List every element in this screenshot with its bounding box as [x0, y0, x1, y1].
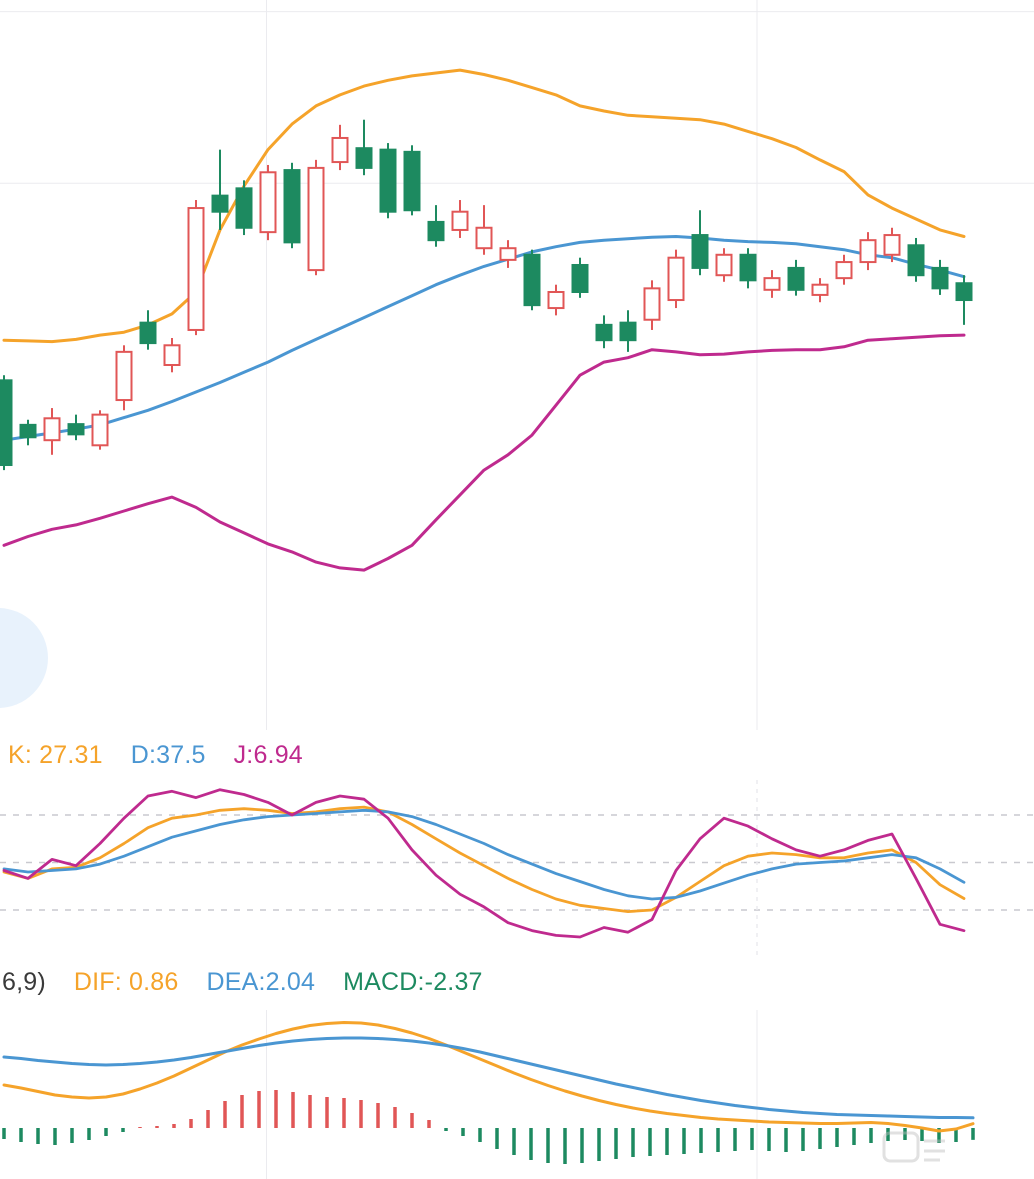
kdj-k-value: K: 27.31	[8, 740, 103, 769]
kdj-panel[interactable]	[0, 780, 1034, 955]
macd-dea-value: DEA:2.04	[206, 968, 316, 996]
kdj-label-row: K: 27.31 D:37.5 J:6.94	[0, 730, 1034, 780]
macd-macd-value: MACD:-2.37	[343, 968, 483, 996]
kdj-chart-svg[interactable]	[0, 780, 1034, 955]
macd-params: 6,9)	[2, 968, 46, 996]
bollinger-lines	[2, 68, 966, 572]
macd-histogram	[2, 1090, 975, 1164]
price-chart-svg[interactable]	[0, 0, 1034, 730]
macd-chart-svg[interactable]	[0, 1010, 1034, 1179]
kdj-d-value: D:37.5	[130, 740, 206, 769]
price-panel[interactable]	[0, 0, 1034, 730]
macd-label-row: 6,9) DIF: 0.86 DEA:2.04 MACD:-2.37	[0, 955, 1034, 1010]
macd-lines	[2, 1021, 975, 1133]
kdj-lines	[2, 788, 966, 939]
macd-panel[interactable]	[0, 1010, 1034, 1179]
candles-layer	[0, 119, 973, 471]
macd-dif-value: DIF: 0.86	[73, 968, 179, 996]
price-gridlines	[0, 0, 1034, 730]
kdj-gridlines	[0, 780, 1034, 955]
kdj-j-value: J:6.94	[233, 740, 303, 769]
macd-gridlines	[266, 1010, 758, 1179]
